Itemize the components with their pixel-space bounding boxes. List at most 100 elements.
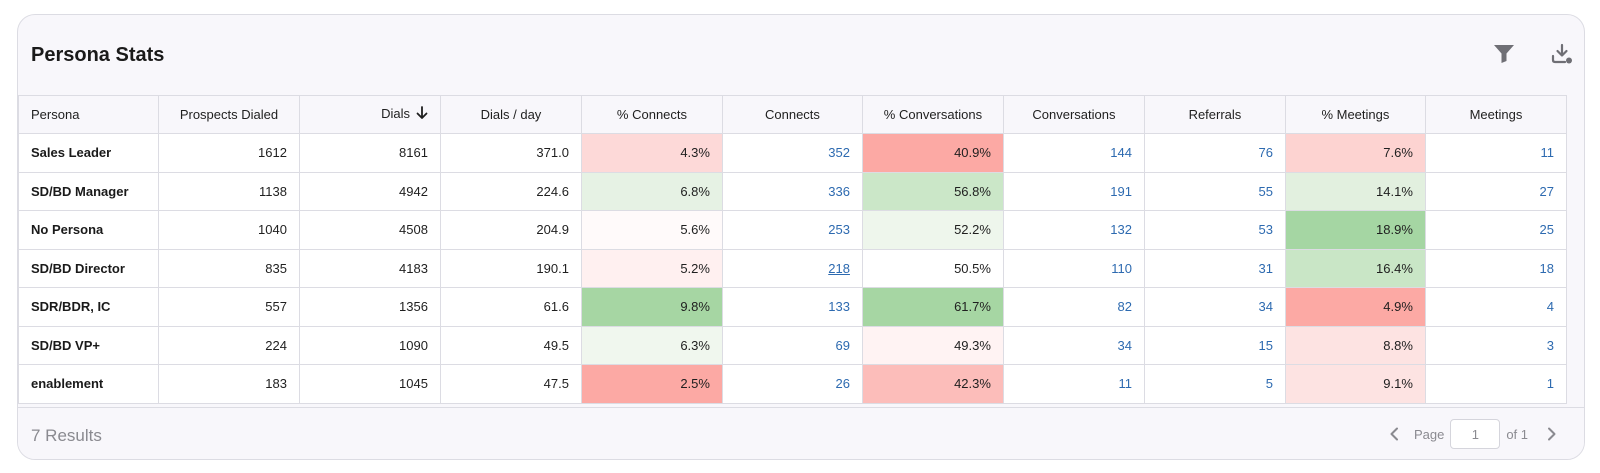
- persona-stats-card: Persona Stats Persona: [17, 14, 1585, 460]
- pct-connects-cell: 5.6%: [580, 210, 723, 250]
- column-header-dials[interactable]: Dials: [298, 95, 441, 134]
- connects-link[interactable]: 133: [721, 287, 863, 327]
- prospects-dialed-cell: 224: [157, 325, 300, 365]
- page-number-input[interactable]: [1450, 419, 1501, 449]
- connects-link[interactable]: 352: [721, 133, 863, 173]
- column-header-pct-meetings[interactable]: % Meetings: [1284, 95, 1426, 134]
- connects-link[interactable]: 253: [721, 210, 863, 250]
- pct-connects-cell: 4.3%: [580, 133, 723, 173]
- column-header-referrals[interactable]: Referrals: [1143, 95, 1286, 134]
- dials-per-day-cell: 204.9: [439, 210, 582, 250]
- dials-per-day-cell: 190.1: [439, 248, 582, 288]
- card-header: Persona Stats: [18, 15, 1584, 95]
- prospects-dialed-cell: 835: [157, 248, 300, 288]
- column-header-conversations[interactable]: Conversations: [1002, 95, 1145, 134]
- conversations-link[interactable]: 110: [1002, 248, 1145, 288]
- pct-conversations-cell: 40.9%: [861, 133, 1004, 173]
- table-row: SD/BD VP+ 224 1090 49.5 6.3% 69 49.3% 34 15 8.8% 3: [18, 325, 1568, 365]
- referrals-link[interactable]: 15: [1143, 325, 1286, 365]
- persona-cell: enablement: [18, 364, 159, 404]
- page-label: Page: [1413, 426, 1445, 442]
- dials-cell: 1090: [298, 325, 441, 365]
- column-header-meetings[interactable]: Meetings: [1424, 95, 1568, 134]
- table-header-row: Persona Prospects Dialed Dials Dials / d…: [18, 95, 1568, 134]
- column-header-dials-per-day[interactable]: Dials / day: [439, 95, 582, 134]
- pct-meetings-cell: 14.1%: [1284, 171, 1426, 211]
- conversations-link[interactable]: 144: [1002, 133, 1145, 173]
- pct-connects-cell: 6.8%: [580, 171, 723, 211]
- meetings-link[interactable]: 27: [1424, 171, 1568, 211]
- referrals-link[interactable]: 55: [1143, 171, 1286, 211]
- pct-meetings-cell: 16.4%: [1284, 248, 1426, 288]
- meetings-link[interactable]: 18: [1424, 248, 1568, 288]
- persona-cell: SD/BD VP+: [18, 325, 159, 365]
- dials-cell: 1045: [298, 364, 441, 404]
- persona-cell: Sales Leader: [18, 133, 159, 173]
- pct-connects-cell: 9.8%: [580, 287, 723, 327]
- dials-per-day-cell: 47.5: [439, 364, 582, 404]
- column-header-pct-conversations[interactable]: % Conversations: [861, 95, 1004, 134]
- prospects-dialed-cell: 1040: [157, 210, 300, 250]
- connects-link[interactable]: 26: [721, 364, 863, 404]
- column-header-prospects-dialed[interactable]: Prospects Dialed: [157, 95, 300, 134]
- pct-conversations-cell: 56.8%: [861, 171, 1004, 211]
- conversations-link[interactable]: 191: [1002, 171, 1145, 211]
- conversations-link[interactable]: 82: [1002, 287, 1145, 327]
- pct-conversations-cell: 42.3%: [861, 364, 1004, 404]
- connects-link[interactable]: 218: [721, 248, 863, 288]
- referrals-link[interactable]: 31: [1143, 248, 1286, 288]
- persona-cell: No Persona: [18, 210, 159, 250]
- dials-per-day-cell: 371.0: [439, 133, 582, 173]
- referrals-link[interactable]: 53: [1143, 210, 1286, 250]
- pct-conversations-cell: 50.5%: [861, 248, 1004, 288]
- pct-connects-cell: 6.3%: [580, 325, 723, 365]
- meetings-link[interactable]: 3: [1424, 325, 1568, 365]
- referrals-link[interactable]: 5: [1143, 364, 1286, 404]
- dials-cell: 4508: [298, 210, 441, 250]
- meetings-link[interactable]: 11: [1424, 133, 1568, 173]
- dials-cell: 8161: [298, 133, 441, 173]
- conversations-link[interactable]: 34: [1002, 325, 1145, 365]
- column-header-pct-connects[interactable]: % Connects: [580, 95, 723, 134]
- table-row: enablement 183 1045 47.5 2.5% 26 42.3% 11 5 9.1% 1: [18, 364, 1568, 404]
- column-header-persona[interactable]: Persona: [18, 95, 159, 134]
- pct-connects-cell: 2.5%: [580, 364, 723, 404]
- meetings-link[interactable]: 1: [1424, 364, 1568, 404]
- pct-meetings-cell: 9.1%: [1284, 364, 1426, 404]
- dials-per-day-cell: 224.6: [439, 171, 582, 211]
- chevron-left-icon[interactable]: [1382, 422, 1406, 446]
- arrow-down-icon: [416, 106, 428, 123]
- persona-cell: SD/BD Director: [18, 248, 159, 288]
- download-icon[interactable]: [1548, 40, 1576, 68]
- prospects-dialed-cell: 183: [157, 364, 300, 404]
- pct-conversations-cell: 49.3%: [861, 325, 1004, 365]
- chevron-right-icon[interactable]: [1540, 422, 1564, 446]
- meetings-link[interactable]: 4: [1424, 287, 1568, 327]
- table-row: No Persona 1040 4508 204.9 5.6% 253 52.2% 132 53…: [18, 210, 1568, 250]
- referrals-link[interactable]: 76: [1143, 133, 1286, 173]
- stats-table-container: Persona Prospects Dialed Dials Dials / d…: [18, 95, 1584, 420]
- pct-connects-cell: 5.2%: [580, 248, 723, 288]
- page-total: of 1: [1506, 426, 1528, 442]
- pct-meetings-cell: 18.9%: [1284, 210, 1426, 250]
- stats-table: Persona Prospects Dialed Dials Dials / d…: [18, 95, 1568, 404]
- pct-meetings-cell: 4.9%: [1284, 287, 1426, 327]
- pct-meetings-cell: 8.8%: [1284, 325, 1426, 365]
- table-row: SD/BD Manager 1138 4942 224.6 6.8% 336 56.8% 19…: [18, 171, 1568, 211]
- connects-link[interactable]: 69: [721, 325, 863, 365]
- prospects-dialed-cell: 557: [157, 287, 300, 327]
- dials-per-day-cell: 61.6: [439, 287, 582, 327]
- dials-cell: 4183: [298, 248, 441, 288]
- meetings-link[interactable]: 25: [1424, 210, 1568, 250]
- filter-icon[interactable]: [1490, 40, 1518, 68]
- results-count: 7 Results: [31, 426, 102, 445]
- dials-cell: 1356: [298, 287, 441, 327]
- table-row: Sales Leader 1612 8161 371.0 4.3% 352 40.9% 144…: [18, 133, 1568, 173]
- conversations-link[interactable]: 132: [1002, 210, 1145, 250]
- prospects-dialed-cell: 1612: [157, 133, 300, 173]
- connects-link[interactable]: 336: [721, 171, 863, 211]
- column-header-connects[interactable]: Connects: [721, 95, 863, 134]
- table-row: SD/BD Director 835 4183 190.1 5.2% 218 50.5% 11…: [18, 248, 1568, 288]
- referrals-link[interactable]: 34: [1143, 287, 1286, 327]
- conversations-link[interactable]: 11: [1002, 364, 1145, 404]
